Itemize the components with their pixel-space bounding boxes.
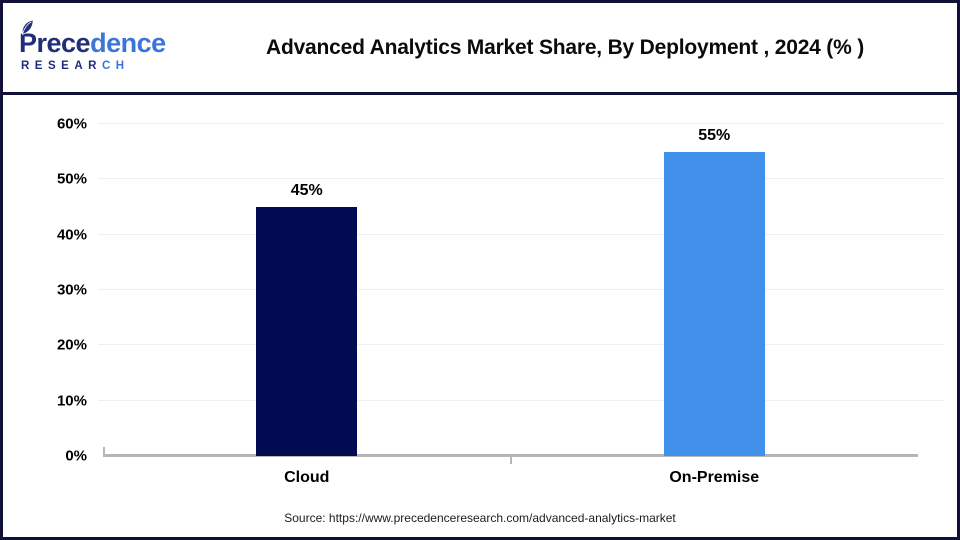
gridline-30 bbox=[98, 289, 943, 290]
brand-subtitle: RESEARCH bbox=[21, 59, 130, 72]
leaf-icon bbox=[19, 19, 36, 36]
y-axis-tick-label-10: 10% bbox=[56, 392, 87, 410]
brand-name: Precedence bbox=[19, 27, 166, 58]
bar-on-premise bbox=[663, 151, 765, 456]
y-axis-tick-label-60: 60% bbox=[56, 115, 87, 133]
x-axis-line bbox=[103, 454, 918, 457]
source-attribution: Source: https://www.precedenceresearch.c… bbox=[284, 511, 676, 525]
y-axis-tick-label-40: 40% bbox=[56, 226, 87, 244]
y-axis-tick-label-0: 0% bbox=[65, 447, 87, 465]
y-axis-tick-label-50: 50% bbox=[56, 170, 87, 188]
gridline-40 bbox=[98, 233, 943, 235]
bar-value-label-on-premise: 55% bbox=[698, 126, 731, 144]
bar-value-label-cloud: 45% bbox=[290, 182, 323, 199]
y-axis-tick-label-20: 20% bbox=[56, 336, 87, 354]
axis-tick-start bbox=[103, 447, 105, 454]
x-axis-label-cloud: Cloud bbox=[284, 469, 330, 486]
gridline-50 bbox=[98, 178, 943, 180]
plot-area: 0% 10% 20% 30% 40% 50% 60% 45% Cloud 55% On-Premis… bbox=[57, 117, 943, 486]
bar-cloud bbox=[256, 207, 358, 456]
header-divider bbox=[3, 92, 957, 95]
axis-tick-divider bbox=[509, 457, 512, 464]
y-axis-tick-label-30: 30% bbox=[56, 281, 87, 299]
chart-title: Advanced Analytics Market Share, By Depl… bbox=[265, 35, 864, 59]
x-axis-label-on-premise: On-Premise bbox=[669, 469, 760, 486]
gridline-60 bbox=[98, 123, 943, 124]
brand-logo: Precedence RESEARCH bbox=[19, 19, 187, 72]
gridline-10 bbox=[98, 399, 943, 401]
gridline-20 bbox=[98, 344, 943, 346]
header: Precedence RESEARCH Advanced Analytics M… bbox=[3, 3, 957, 92]
